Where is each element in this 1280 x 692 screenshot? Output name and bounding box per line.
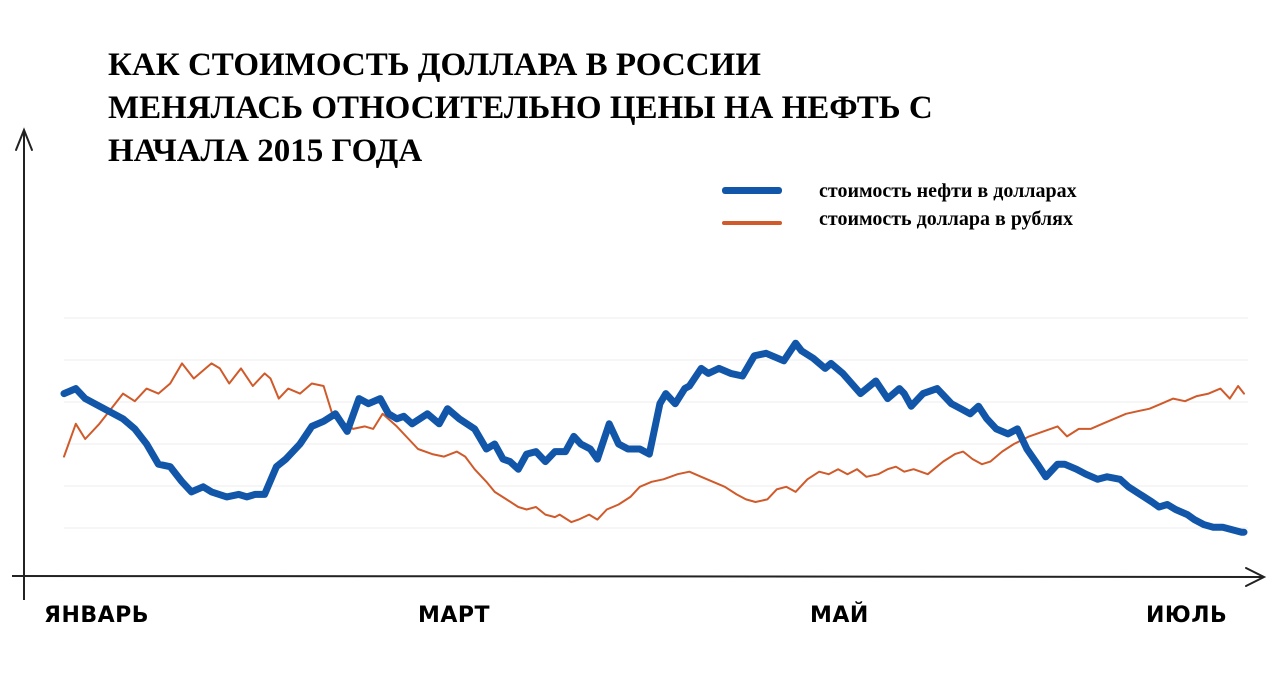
x-axis-arrow [1245, 567, 1267, 587]
grid-lines [64, 317, 1248, 529]
legend-label-dollar: стоимость доллара в рублях [819, 208, 1073, 230]
legend-label-oil: стоимость нефти в долларах [819, 180, 1077, 202]
x-axis [11, 574, 1263, 579]
series-layer [60, 339, 1248, 536]
x-tick-label-july: ИЮЛЬ [1146, 603, 1228, 628]
axes [11, 127, 1267, 601]
chart-title-line-1: КАК СТОИМОСТЬ ДОЛЛАРА В РОССИИ [108, 47, 761, 83]
x-tick-label-january: ЯНВАРЬ [44, 603, 150, 628]
y-axis-arrow [15, 127, 33, 151]
x-tick-label-march: МАРТ [418, 603, 491, 628]
series-line-oil [60, 339, 1248, 536]
chart-title: КАК СТОИМОСТЬ ДОЛЛАРА В РОССИИ МЕНЯЛАСЬ … [108, 44, 1068, 173]
legend-swatch-oil [722, 187, 782, 194]
x-tick-label-may: МАЙ [810, 603, 869, 628]
series-line-dollar [63, 362, 1245, 524]
chart-title-line-3: НАЧАЛА 2015 ГОДА [108, 133, 423, 169]
chart-title-line-2: МЕНЯЛАСЬ ОТНОСИТЕЛЬНО ЦЕНЫ НА НЕФТЬ С [108, 90, 933, 126]
legend-swatch-dollar [722, 221, 782, 225]
y-axis [22, 129, 26, 601]
